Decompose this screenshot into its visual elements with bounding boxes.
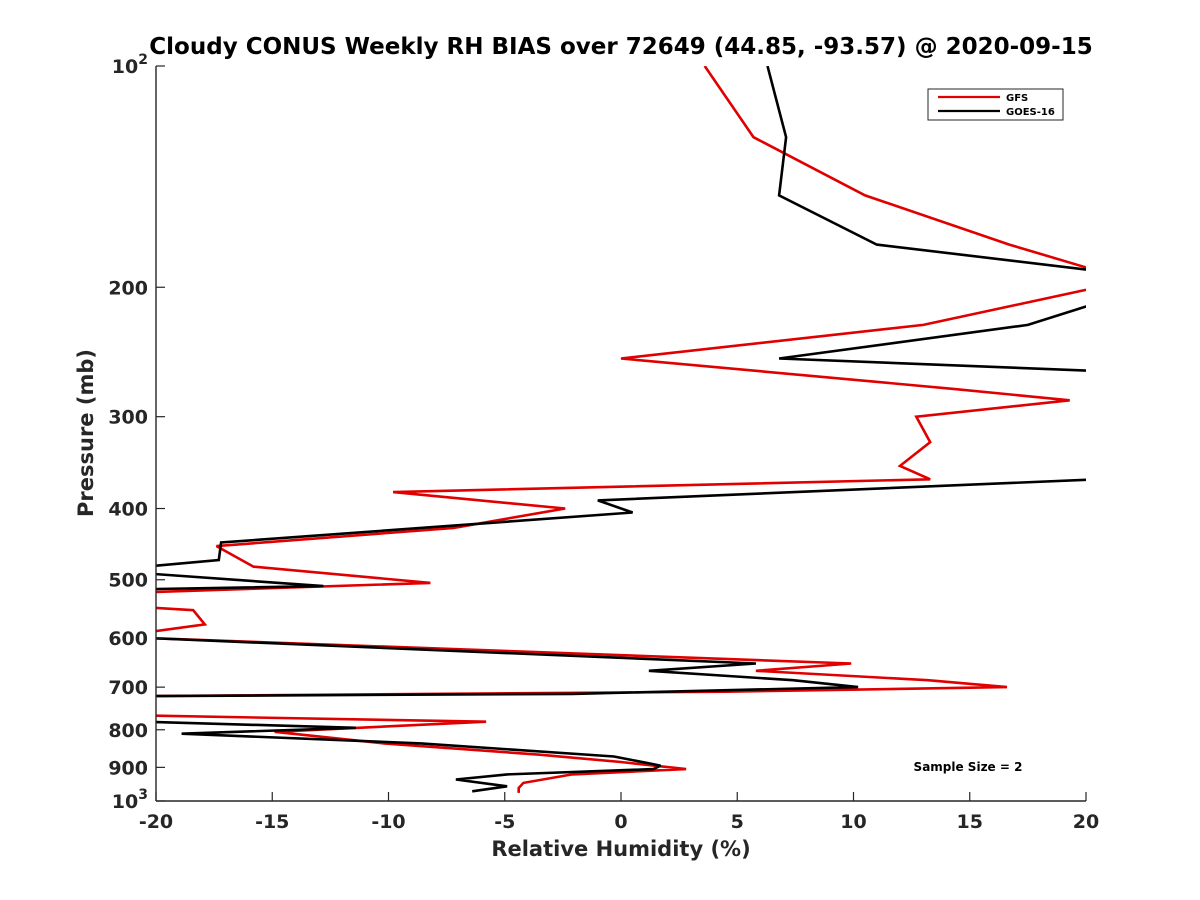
x-axis-ticks: -20 -15 -10 -5 0 5 10 15 20 [139, 792, 1099, 833]
y-tick-label: 400 [108, 499, 148, 521]
y-tick-label: 500 [108, 570, 148, 592]
chart-title: Cloudy CONUS Weekly RH BIAS over 72649 (… [149, 34, 1092, 60]
legend-box [927, 88, 1064, 121]
y-axis-ticks: 102 200 300 400 500 600 700 800 900 103 [108, 52, 165, 813]
plot-area [156, 66, 1086, 801]
x-axis-title: Relative Humidity (%) [491, 837, 750, 861]
legend-label-goes16: GOES-16 [1006, 107, 1055, 118]
y-tick-label: 300 [108, 407, 148, 429]
x-tick-label: 0 [614, 811, 627, 833]
x-tick-label: 15 [957, 811, 983, 833]
y-tick-label: 200 [108, 277, 148, 299]
series-line-gfs [156, 66, 1086, 793]
legend: GFS GOES-16 [927, 88, 1064, 121]
y-tick-label: 900 [108, 757, 148, 779]
x-tick-label: -15 [255, 811, 289, 833]
y-axis-title: Pressure (mb) [74, 349, 98, 517]
y-tick-label: 800 [108, 720, 148, 742]
x-tick-label: 5 [731, 811, 744, 833]
series-group [156, 66, 1086, 793]
y-tick-label: 102 [112, 52, 148, 78]
y-tick-label: 103 [112, 787, 148, 813]
x-tick-label: -10 [371, 811, 405, 833]
x-tick-label: 20 [1073, 811, 1099, 833]
x-tick-label: -5 [494, 811, 515, 833]
sample-size-annotation: Sample Size = 2 [914, 760, 1023, 774]
y-tick-label: 700 [108, 677, 148, 699]
legend-label-gfs: GFS [1006, 93, 1028, 104]
series-line-goes16 [156, 66, 1086, 793]
x-tick-label: -20 [139, 811, 173, 833]
y-tick-label: 600 [108, 628, 148, 650]
x-tick-label: 10 [840, 811, 866, 833]
